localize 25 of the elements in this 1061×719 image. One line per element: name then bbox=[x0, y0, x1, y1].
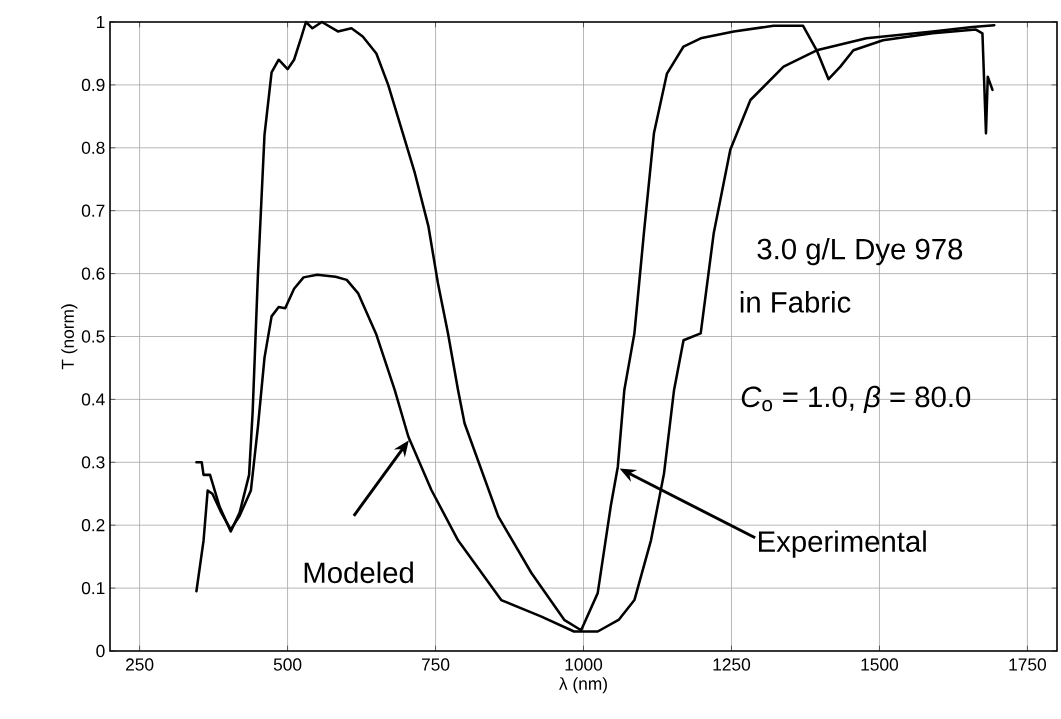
x-tick-label: 1250 bbox=[713, 658, 751, 671]
y-tick-label: 0.5 bbox=[81, 330, 105, 343]
y-tick-label: 0.4 bbox=[81, 393, 105, 406]
y-tick-label: 1 bbox=[96, 16, 105, 28]
y-tick-label: 0.7 bbox=[81, 204, 105, 217]
y-tick-label: 0.9 bbox=[81, 78, 105, 92]
x-tick-label: 1000 bbox=[565, 658, 603, 671]
x-tick-label: 500 bbox=[273, 658, 302, 671]
x-tick-label: 250 bbox=[126, 658, 154, 671]
x-tick-label: 1500 bbox=[861, 658, 899, 671]
annotation: C$_{o}$ = 1.0, β = 80.0 bbox=[741, 385, 971, 414]
annotation: 3.0 g/L Dye 978 bbox=[757, 237, 963, 266]
y-tick-label: 0 bbox=[96, 644, 105, 658]
x-axis-title: λ (nm) bbox=[559, 677, 607, 694]
annotation: in Fabric bbox=[740, 291, 851, 313]
annotation: Experimental bbox=[759, 530, 926, 558]
x-tick-label: 1750 bbox=[1009, 658, 1047, 671]
y-tick-label: 0.8 bbox=[81, 141, 105, 154]
y-tick-label: 0.2 bbox=[81, 519, 105, 532]
x-tick-label: 750 bbox=[421, 658, 450, 671]
y-axis-title: T (norm) bbox=[61, 304, 78, 370]
y-tick-label: 0.6 bbox=[81, 267, 105, 280]
annotation: Modeled bbox=[304, 561, 413, 584]
y-tick-label: 0.3 bbox=[81, 456, 105, 469]
y-tick-label: 0.1 bbox=[81, 581, 105, 595]
